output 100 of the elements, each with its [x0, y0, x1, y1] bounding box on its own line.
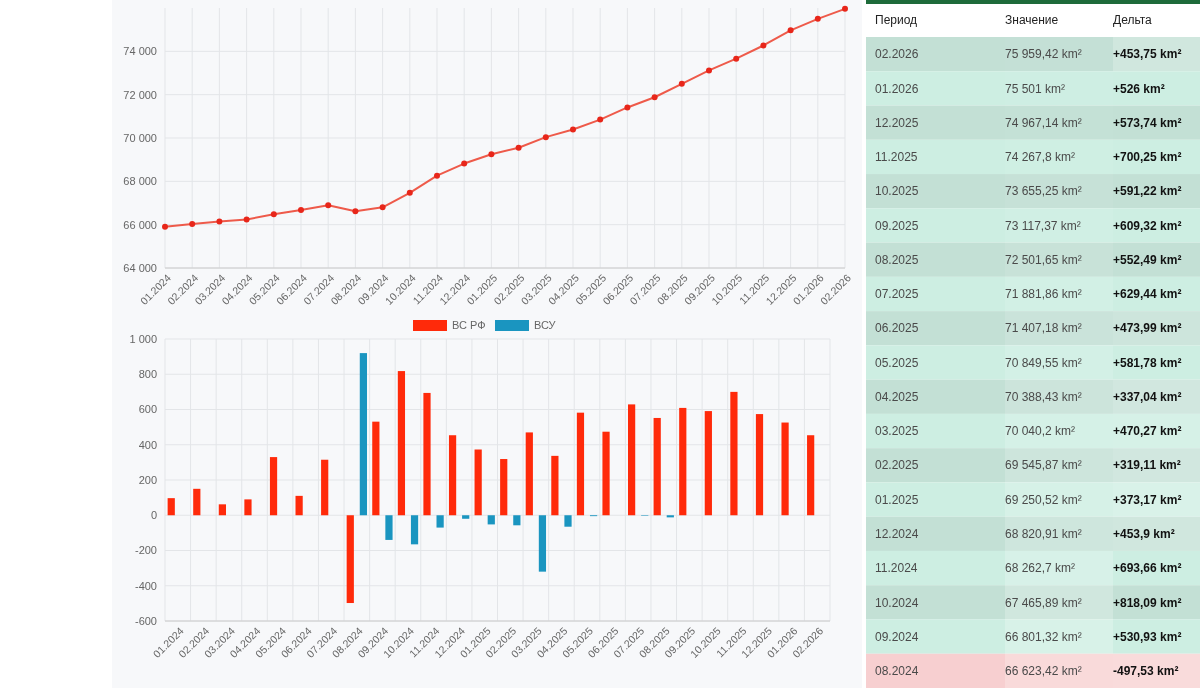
data-label: 73 655,25 km²: [1005, 184, 1082, 199]
y-tick-label: -200: [134, 544, 157, 557]
y-tick-label: 06.2025: [875, 321, 919, 336]
legend-label: ВСУ: [534, 318, 557, 331]
bar: [346, 515, 354, 604]
data-label: +818,09 km²: [1113, 595, 1182, 610]
x-tick-label: Значение: [1005, 13, 1059, 28]
y-tick-label: 64 000: [123, 261, 157, 274]
data-label: 72 501,65 km²: [1005, 252, 1082, 267]
bar: [602, 431, 610, 516]
data-label: +629,44 km²: [1113, 287, 1182, 302]
y-tick-label: 66 000: [123, 218, 157, 231]
data-label: +453,75 km²: [1113, 47, 1182, 62]
y-tick-label: 10.2025: [875, 184, 919, 199]
bar: [564, 515, 572, 527]
bar: [666, 515, 674, 518]
data-label: +373,17 km²: [1113, 492, 1182, 507]
bar: [321, 459, 329, 516]
data-label: 70 849,55 km²: [1005, 355, 1082, 370]
y-tick-label: 03.2025: [875, 424, 919, 439]
data-label: +573,74 km²: [1113, 115, 1182, 130]
y-tick-label: 800: [138, 368, 157, 381]
y-tick-label: 12.2024: [875, 527, 919, 542]
bar: [500, 459, 508, 516]
data-label: +526 km²: [1113, 81, 1165, 96]
data-label: +591,22 km²: [1113, 184, 1182, 199]
y-tick-label: 08.2024: [875, 664, 919, 679]
bar: [513, 515, 521, 526]
data-label: 75 501 km²: [1005, 81, 1066, 96]
bar: [576, 412, 585, 516]
y-tick-label: 400: [138, 438, 157, 451]
y-tick-label: 200: [138, 473, 157, 486]
data-label: 68 262,7 km²: [1005, 561, 1076, 576]
bar: [193, 488, 201, 516]
data-label: 71 881,86 km²: [1005, 287, 1082, 302]
data-label: +609,32 km²: [1113, 218, 1182, 233]
bar: [628, 404, 636, 516]
y-tick-label: 09.2025: [875, 218, 919, 233]
bar: [295, 495, 303, 516]
data-label: 70 388,43 km²: [1005, 389, 1082, 404]
bar: [218, 504, 226, 516]
data-label: +470,27 km²: [1113, 424, 1182, 439]
bar: [448, 435, 457, 516]
bar: [410, 515, 419, 545]
y-tick-label: 12.2025: [875, 115, 919, 130]
data-label: -497,53 km²: [1113, 664, 1179, 679]
y-tick-label: 70 000: [123, 131, 157, 144]
bar: [538, 515, 547, 572]
y-tick-label: 72 000: [123, 88, 157, 101]
data-label: +453,9 km²: [1113, 527, 1175, 542]
legend-label: ВС РФ: [452, 318, 486, 331]
y-tick-label: 1 000: [129, 332, 157, 345]
data-label: 74 267,8 km²: [1005, 150, 1076, 165]
bar: [372, 421, 380, 516]
bar: [397, 371, 406, 516]
y-tick-label: 08.2025: [875, 252, 919, 267]
data-label: +700,25 km²: [1113, 150, 1182, 165]
bar: [436, 515, 444, 528]
data-label: +473,99 km²: [1113, 321, 1182, 336]
bar: [551, 455, 559, 516]
data-label: 66 623,42 km²: [1005, 664, 1082, 679]
data-label: 68 820,91 km²: [1005, 527, 1082, 542]
bar: [269, 457, 278, 516]
bar: [359, 353, 367, 516]
bar: [679, 407, 687, 516]
data-label: 69 545,87 km²: [1005, 458, 1082, 473]
bar: [244, 499, 252, 516]
y-tick-label: 600: [138, 403, 157, 416]
y-tick-label: 01.2025: [875, 492, 919, 507]
bar: [385, 515, 393, 540]
bar: [525, 432, 533, 516]
bar: [487, 515, 495, 525]
bar: [167, 498, 175, 516]
bar: [474, 449, 482, 516]
data-label: 75 959,42 km²: [1005, 47, 1082, 62]
data-label: +319,11 km²: [1113, 458, 1181, 473]
bar: [730, 391, 738, 516]
data-label: +581,78 km²: [1113, 355, 1182, 370]
bar: [462, 515, 470, 519]
y-tick-label: 05.2025: [875, 355, 919, 370]
data-label: 66 801,32 km²: [1005, 629, 1082, 644]
y-tick-label: 01.2026: [875, 81, 919, 96]
y-tick-label: 11.2025: [875, 150, 918, 165]
y-tick-label: 0: [150, 509, 157, 522]
bar: [653, 417, 661, 516]
data-label: +693,66 km²: [1113, 561, 1182, 576]
y-tick-label: 02.2025: [875, 458, 919, 473]
data-label: 73 117,37 km²: [1005, 218, 1081, 233]
bar: [704, 411, 712, 516]
y-tick-label: 04.2025: [875, 389, 919, 404]
y-tick-label: 68 000: [123, 175, 157, 188]
data-label: 74 967,14 km²: [1005, 115, 1082, 130]
y-tick-label: 74 000: [123, 45, 157, 58]
y-tick-label: 11.2024: [875, 561, 918, 576]
bar: [807, 435, 815, 516]
data-label: 71 407,18 km²: [1005, 321, 1082, 336]
y-tick-label: 10.2024: [875, 595, 919, 610]
y-tick-label: 02.2026: [875, 47, 919, 62]
bar: [755, 414, 764, 516]
x-tick-label: Дельта: [1113, 13, 1153, 28]
